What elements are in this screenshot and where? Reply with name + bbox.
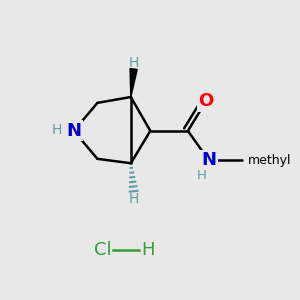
Text: methyl: methyl <box>248 154 292 167</box>
Text: H: H <box>197 169 207 182</box>
Text: Cl: Cl <box>94 241 112 259</box>
Text: N: N <box>66 122 81 140</box>
Text: H: H <box>51 123 62 137</box>
Polygon shape <box>130 69 137 97</box>
Text: O: O <box>198 92 214 110</box>
Text: H: H <box>129 192 140 206</box>
Text: H: H <box>141 241 154 259</box>
Text: H: H <box>129 56 140 70</box>
Text: N: N <box>201 151 216 169</box>
